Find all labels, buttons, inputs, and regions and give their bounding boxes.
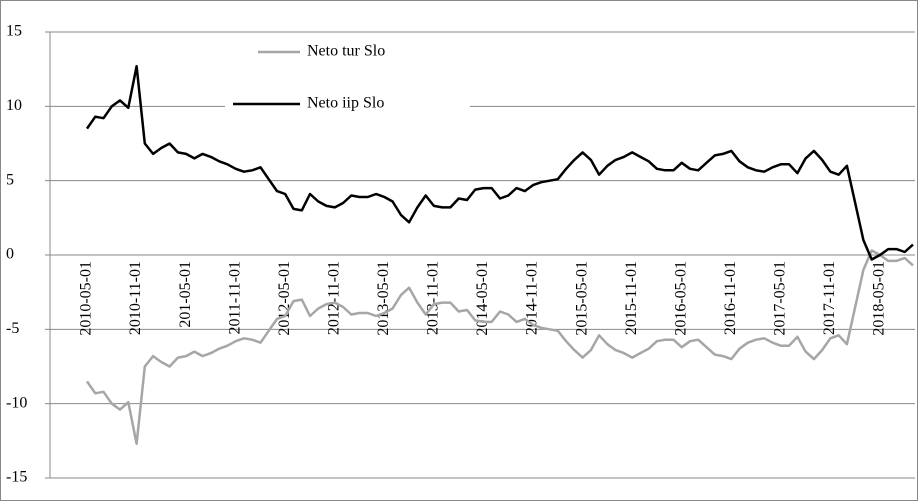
x-tick-label: 2012-11-01 [325, 261, 342, 335]
x-tick-label: 2013-05-01 [375, 261, 392, 336]
x-tick-label: 2015-11-01 [623, 261, 640, 335]
y-tick-label: 15 [6, 23, 22, 40]
x-tick-label: 2014-11-01 [524, 261, 541, 335]
x-tick-label: 2016-11-01 [722, 261, 739, 335]
x-tick-label: 2013-11-01 [425, 261, 442, 335]
x-tick-label: 2010-11-01 [127, 261, 144, 335]
y-tick-label: 0 [6, 246, 14, 263]
x-tick-label: 2017-05-01 [772, 261, 789, 336]
x-tick-label: 2010-05-01 [78, 261, 95, 336]
y-tick-label: -15 [6, 469, 27, 486]
y-tick-label: -10 [6, 394, 27, 411]
x-tick-label: 2011-11-01 [226, 261, 243, 334]
x-tick-label: 2012-05-01 [276, 261, 293, 336]
x-tick-label: 2018-05-01 [871, 261, 888, 336]
line-series [85, 64, 914, 261]
x-tick-label: 2015-05-01 [573, 261, 590, 336]
legend-background [225, 40, 470, 120]
x-tick-label: 2017-11-01 [821, 261, 838, 335]
x-tick-label: 2014-05-01 [474, 261, 491, 336]
x-tick-label: 201-05-01 [177, 261, 194, 328]
y-tick-label: 10 [6, 97, 22, 114]
x-tick-label: 2016-05-01 [672, 261, 689, 336]
legend-label: Neto tur Slo [307, 43, 385, 60]
y-tick-label: -5 [6, 320, 19, 337]
y-tick-label: 5 [6, 171, 14, 188]
line-series [85, 249, 914, 446]
legend-label: Neto iip Slo [307, 95, 384, 112]
